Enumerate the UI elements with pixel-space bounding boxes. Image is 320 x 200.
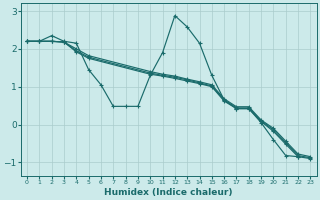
X-axis label: Humidex (Indice chaleur): Humidex (Indice chaleur)	[104, 188, 233, 197]
